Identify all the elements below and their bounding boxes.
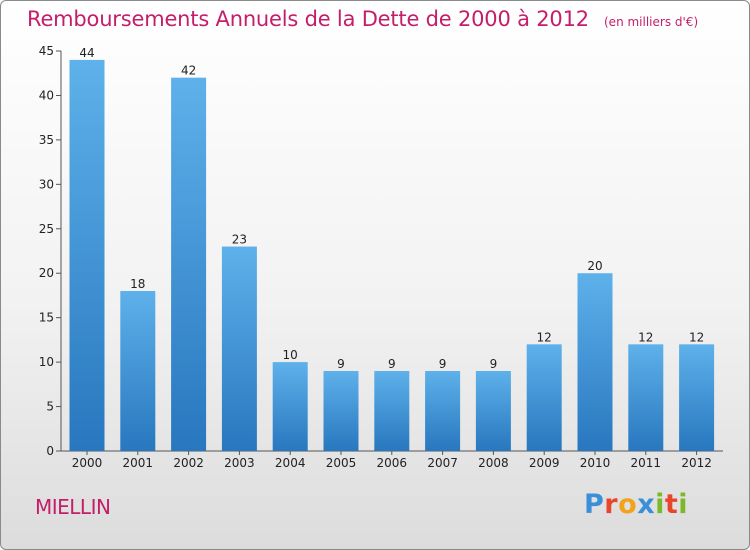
- y-tick-label: 20: [39, 266, 54, 280]
- y-tick-label: 40: [39, 88, 54, 102]
- data-label: 44: [79, 46, 94, 60]
- x-tick-label: 2005: [326, 456, 357, 470]
- bar: [628, 344, 664, 451]
- bar: [69, 59, 105, 452]
- data-label: 20: [587, 259, 602, 273]
- x-tick-label: 2007: [427, 456, 458, 470]
- bar: [577, 273, 613, 451]
- data-label: 23: [232, 233, 247, 247]
- y-tick-label: 35: [39, 133, 54, 147]
- bar: [374, 371, 410, 451]
- data-label: 9: [388, 357, 396, 371]
- bar: [120, 291, 156, 451]
- bar: [475, 371, 511, 451]
- commune-name: MIELLIN: [35, 495, 111, 519]
- logo-letter: i: [678, 489, 689, 520]
- x-tick-label: 2001: [123, 456, 154, 470]
- logo-letter: t: [664, 489, 679, 520]
- x-tick-label: 2008: [478, 456, 509, 470]
- bar: [323, 371, 359, 451]
- logo-letter: P: [584, 489, 605, 520]
- data-label: 18: [130, 277, 145, 291]
- x-tick-label: 2000: [72, 456, 103, 470]
- x-tick-label: 2010: [580, 456, 611, 470]
- data-label: 9: [439, 357, 447, 371]
- logo-letter: r: [604, 489, 619, 520]
- y-tick-label: 15: [39, 311, 54, 325]
- y-tick-label: 0: [46, 444, 54, 458]
- x-tick-label: 2004: [275, 456, 306, 470]
- y-tick-label: 10: [39, 355, 54, 369]
- logo-letter: o: [618, 489, 638, 520]
- bar: [679, 344, 715, 451]
- x-tick-label: 2009: [529, 456, 560, 470]
- x-tick-label: 2012: [681, 456, 712, 470]
- logo-letter: i: [655, 489, 665, 520]
- bars: [69, 59, 715, 452]
- x-tick-label: 2011: [631, 456, 662, 470]
- chart-title: Remboursements Annuels de la Dette de 20…: [27, 7, 589, 31]
- bar: [272, 362, 308, 451]
- data-label: 42: [181, 64, 196, 78]
- proxiti-logo: Proxiti: [584, 489, 688, 520]
- data-label: 12: [537, 330, 552, 344]
- title-row: Remboursements Annuels de la Dette de 20…: [27, 7, 698, 31]
- axes: 0 5 10 15 20 25 30 35 40 45: [39, 44, 723, 458]
- data-label: 12: [689, 330, 704, 344]
- y-tick-label: 45: [39, 44, 54, 58]
- data-label: 12: [638, 330, 653, 344]
- x-tick-label: 2002: [173, 456, 204, 470]
- bar: [425, 371, 461, 451]
- y-tick-label: 25: [39, 222, 54, 236]
- y-tick-label: 5: [46, 400, 54, 414]
- bar: [526, 344, 562, 451]
- data-label: 9: [337, 357, 345, 371]
- x-tick-label: 2003: [224, 456, 255, 470]
- data-label: 10: [283, 348, 298, 362]
- x-tick-label: 2006: [377, 456, 408, 470]
- chart-subtitle: (en milliers d'€): [604, 15, 699, 29]
- data-label: 9: [490, 357, 498, 371]
- logo-letter: x: [637, 489, 656, 520]
- bar: [171, 77, 207, 452]
- bar: [221, 246, 257, 451]
- labels: 2000 44 2001 18 2002 42 2003 23 2004 10 2005 9 2006 9…: [72, 46, 712, 470]
- y-tick-label: 30: [39, 177, 54, 191]
